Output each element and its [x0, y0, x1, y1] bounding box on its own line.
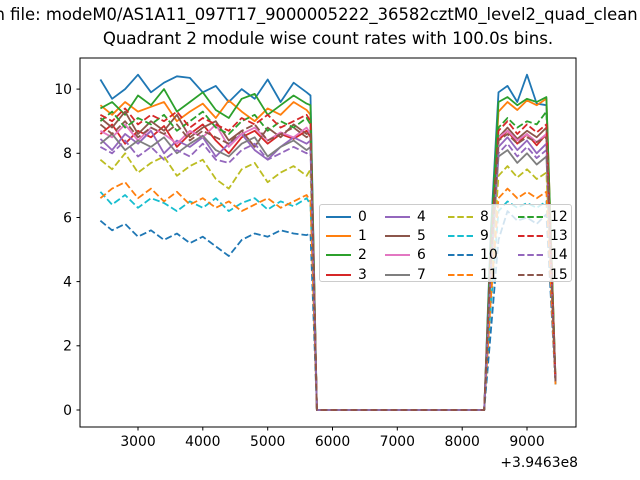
plot-frame: [79, 57, 577, 428]
series-line-6: [99, 123, 557, 411]
series-line-12: [99, 110, 557, 411]
legend-line-sample-1: [326, 234, 351, 237]
y-tick-label: 4: [63, 274, 72, 290]
series-line-8: [99, 152, 557, 411]
suptitle: m file: modeM0/AS1A11_097T17_9000005222_…: [0, 5, 638, 24]
legend-line-sample-11: [448, 273, 473, 276]
legend: 0 1 2 3 4 5 6 7 8 9 10 11 12 13 14 15: [319, 204, 572, 282]
x-tick-label: 6000: [315, 434, 350, 450]
legend-entry-3: 3: [326, 265, 367, 284]
legend-label-8: 8: [480, 208, 489, 225]
x-tick-label: 8000: [445, 434, 480, 450]
legend-label-10: 10: [480, 247, 498, 264]
legend-line-sample-3: [326, 273, 351, 276]
legend-label-1: 1: [358, 227, 367, 244]
x-tick-label: 4000: [185, 434, 220, 450]
legend-label-15: 15: [550, 266, 568, 283]
legend-entry-11: 11: [448, 265, 498, 284]
legend-entry-0: 0: [326, 207, 367, 226]
legend-label-5: 5: [417, 227, 426, 244]
legend-line-sample-13: [518, 234, 543, 237]
legend-line-sample-6: [385, 254, 410, 257]
legend-entry-13: 13: [518, 226, 568, 245]
series-line-7: [99, 133, 557, 411]
legend-line-sample-2: [326, 254, 351, 257]
legend-entry-4: 4: [385, 207, 426, 226]
legend-entry-14: 14: [518, 246, 568, 265]
y-tick-label: 6: [63, 210, 72, 226]
legend-line-sample-15: [518, 273, 543, 276]
legend-line-sample-7: [385, 273, 410, 276]
legend-entry-9: 9: [448, 226, 489, 245]
series-line-0: [99, 73, 557, 411]
series-line-11: [99, 181, 557, 411]
legend-entry-6: 6: [385, 246, 426, 265]
legend-label-4: 4: [417, 208, 426, 225]
legend-entry-15: 15: [518, 265, 568, 284]
legend-label-6: 6: [417, 247, 426, 264]
legend-entry-2: 2: [326, 246, 367, 265]
series-line-14: [99, 139, 557, 411]
legend-entry-7: 7: [385, 265, 426, 284]
y-tick-label: 8: [63, 146, 72, 162]
x-tick-label: 3000: [120, 434, 155, 450]
legend-label-7: 7: [417, 266, 426, 283]
legend-line-sample-5: [385, 234, 410, 237]
series-line-5: [99, 110, 557, 411]
legend-entry-5: 5: [385, 226, 426, 245]
legend-line-sample-14: [518, 254, 543, 257]
legend-line-sample-10: [448, 254, 473, 257]
x-tick-label: 5000: [250, 434, 285, 450]
legend-entry-8: 8: [448, 207, 489, 226]
series-line-15: [99, 120, 557, 411]
series-line-13: [99, 107, 557, 411]
legend-entry-12: 12: [518, 207, 568, 226]
x-tick-label: 9000: [509, 434, 544, 450]
legend-label-13: 13: [550, 227, 568, 244]
y-tick-label: 0: [63, 403, 72, 419]
series-line-1: [99, 97, 557, 411]
legend-entry-10: 10: [448, 246, 498, 265]
legend-label-2: 2: [358, 247, 367, 264]
x-tick-label: 7000: [380, 434, 415, 450]
legend-line-sample-0: [326, 215, 351, 218]
legend-label-0: 0: [358, 208, 367, 225]
legend-label-11: 11: [480, 266, 498, 283]
legend-label-9: 9: [480, 227, 489, 244]
x-axis-offset-label: +3.9463e8: [500, 455, 578, 471]
legend-line-sample-8: [448, 215, 473, 218]
legend-label-12: 12: [550, 208, 568, 225]
legend-label-3: 3: [358, 266, 367, 283]
legend-line-sample-12: [518, 215, 543, 218]
legend-line-sample-9: [448, 234, 473, 237]
y-tick-label: 2: [63, 339, 72, 355]
y-tick-label: 10: [54, 82, 72, 98]
series-line-2: [99, 88, 557, 411]
chart-title: Quadrant 2 module wise count rates with …: [102, 29, 554, 48]
legend-line-sample-4: [385, 215, 410, 218]
legend-label-14: 14: [550, 247, 568, 264]
legend-entry-1: 1: [326, 226, 367, 245]
